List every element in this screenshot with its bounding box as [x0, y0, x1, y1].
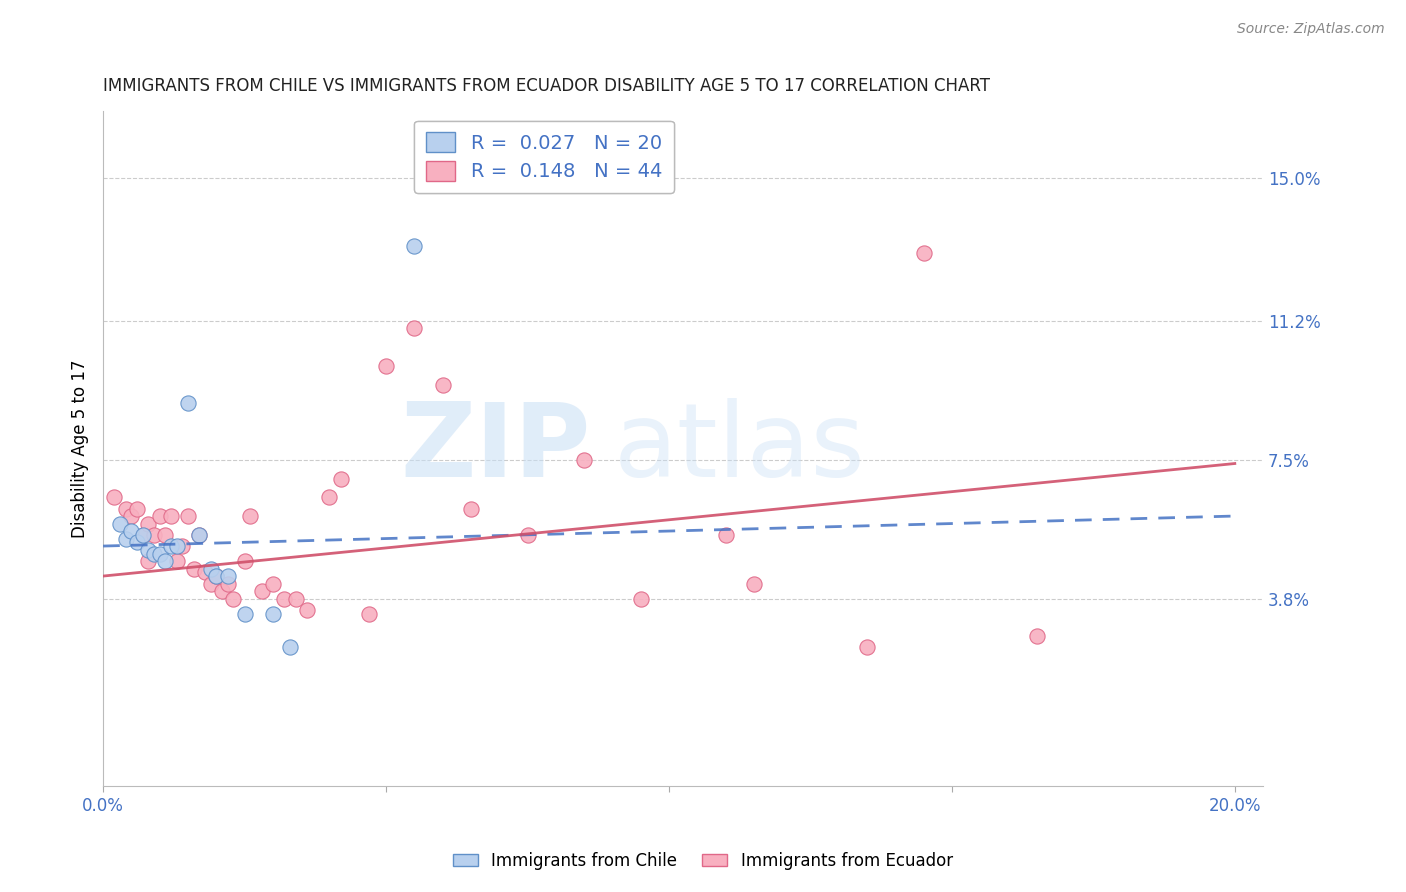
Point: [200, 576, 222, 591]
Point: [132, 528, 155, 542]
Point: [239, 509, 262, 524]
Point: [120, 509, 142, 524]
Point: [194, 566, 217, 580]
Point: [572, 452, 595, 467]
Point: [188, 528, 211, 542]
Point: [375, 359, 398, 373]
Point: [138, 554, 160, 568]
Point: [155, 554, 177, 568]
Point: [138, 542, 160, 557]
Point: [432, 377, 454, 392]
Point: [172, 539, 194, 553]
Point: [183, 561, 205, 575]
Point: [177, 509, 200, 524]
Point: [630, 591, 652, 606]
Point: [120, 524, 142, 538]
Point: [200, 561, 222, 575]
Point: [205, 569, 228, 583]
Point: [138, 516, 160, 531]
Point: [278, 640, 301, 655]
Point: [273, 591, 295, 606]
Point: [103, 490, 125, 504]
Text: atlas: atlas: [613, 398, 865, 499]
Point: [1025, 629, 1047, 643]
Legend: Immigrants from Chile, Immigrants from Ecuador: Immigrants from Chile, Immigrants from E…: [447, 846, 959, 877]
Y-axis label: Disability Age 5 to 17: Disability Age 5 to 17: [72, 359, 89, 538]
Point: [460, 501, 482, 516]
Point: [177, 396, 200, 410]
Point: [160, 539, 183, 553]
Point: [166, 539, 188, 553]
Point: [222, 591, 245, 606]
Point: [856, 640, 879, 655]
Point: [284, 591, 307, 606]
Legend: R =  0.027   N = 20, R =  0.148   N = 44: R = 0.027 N = 20, R = 0.148 N = 44: [415, 120, 673, 193]
Point: [114, 532, 136, 546]
Point: [149, 509, 172, 524]
Point: [250, 584, 273, 599]
Point: [233, 554, 256, 568]
Point: [357, 607, 380, 621]
Point: [262, 576, 284, 591]
Point: [714, 528, 737, 542]
Point: [108, 516, 131, 531]
Point: [742, 576, 765, 591]
Point: [125, 501, 148, 516]
Point: [188, 528, 211, 542]
Point: [143, 547, 166, 561]
Point: [912, 246, 935, 260]
Point: [404, 321, 426, 335]
Point: [318, 490, 340, 504]
Point: [329, 471, 352, 485]
Point: [217, 569, 239, 583]
Point: [132, 528, 155, 542]
Text: Source: ZipAtlas.com: Source: ZipAtlas.com: [1237, 22, 1385, 37]
Point: [516, 528, 538, 542]
Point: [211, 584, 233, 599]
Point: [160, 509, 183, 524]
Point: [262, 607, 284, 621]
Point: [114, 501, 136, 516]
Point: [166, 554, 188, 568]
Point: [404, 239, 426, 253]
Text: IMMIGRANTS FROM CHILE VS IMMIGRANTS FROM ECUADOR DISABILITY AGE 5 TO 17 CORRELAT: IMMIGRANTS FROM CHILE VS IMMIGRANTS FROM…: [103, 78, 990, 95]
Point: [143, 528, 166, 542]
Point: [125, 535, 148, 549]
Point: [233, 607, 256, 621]
Text: ZIP: ZIP: [399, 398, 591, 499]
Point: [295, 603, 318, 617]
Point: [217, 576, 239, 591]
Point: [149, 547, 172, 561]
Point: [205, 569, 228, 583]
Point: [155, 528, 177, 542]
